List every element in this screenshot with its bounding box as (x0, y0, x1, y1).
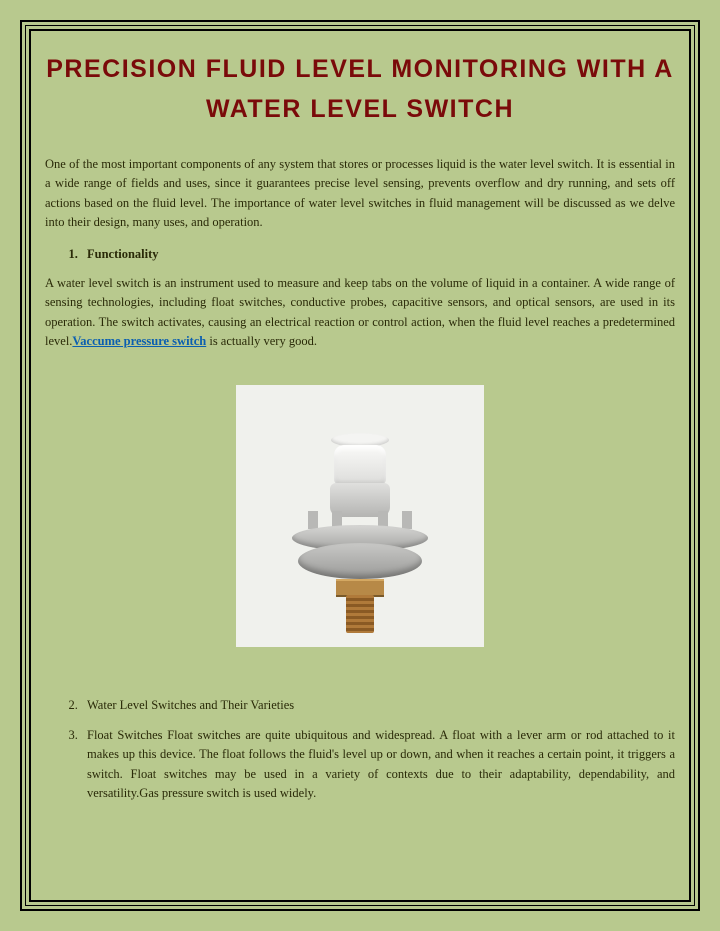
inner-border: PRECISION FLUID LEVEL MONITORING WITH A … (29, 29, 691, 902)
device-thread (346, 595, 374, 633)
section-list: Functionality (45, 245, 675, 264)
vacuum-pressure-link[interactable]: Vaccume pressure switch (72, 334, 206, 348)
functionality-paragraph: A water level switch is an instrument us… (45, 274, 675, 352)
list-item-functionality: Functionality (81, 245, 675, 264)
device-cap-top (334, 445, 386, 485)
device-terminal (308, 511, 318, 529)
section-list-cont: Water Level Switches and Their Varieties… (45, 696, 675, 803)
device-body-lower (298, 543, 422, 579)
outer-border: PRECISION FLUID LEVEL MONITORING WITH A … (20, 20, 700, 911)
list-item-varieties: Water Level Switches and Their Varieties (81, 696, 675, 715)
page-title: PRECISION FLUID LEVEL MONITORING WITH A … (45, 49, 675, 129)
figure-container (45, 385, 675, 652)
para-text-b: is actually very good. (206, 334, 317, 348)
pressure-switch-figure (236, 385, 484, 647)
device-terminal (402, 511, 412, 529)
mid-border: PRECISION FLUID LEVEL MONITORING WITH A … (25, 25, 695, 906)
intro-paragraph: One of the most important components of … (45, 155, 675, 233)
list-item-float-switches: Float Switches Float switches are quite … (81, 726, 675, 804)
